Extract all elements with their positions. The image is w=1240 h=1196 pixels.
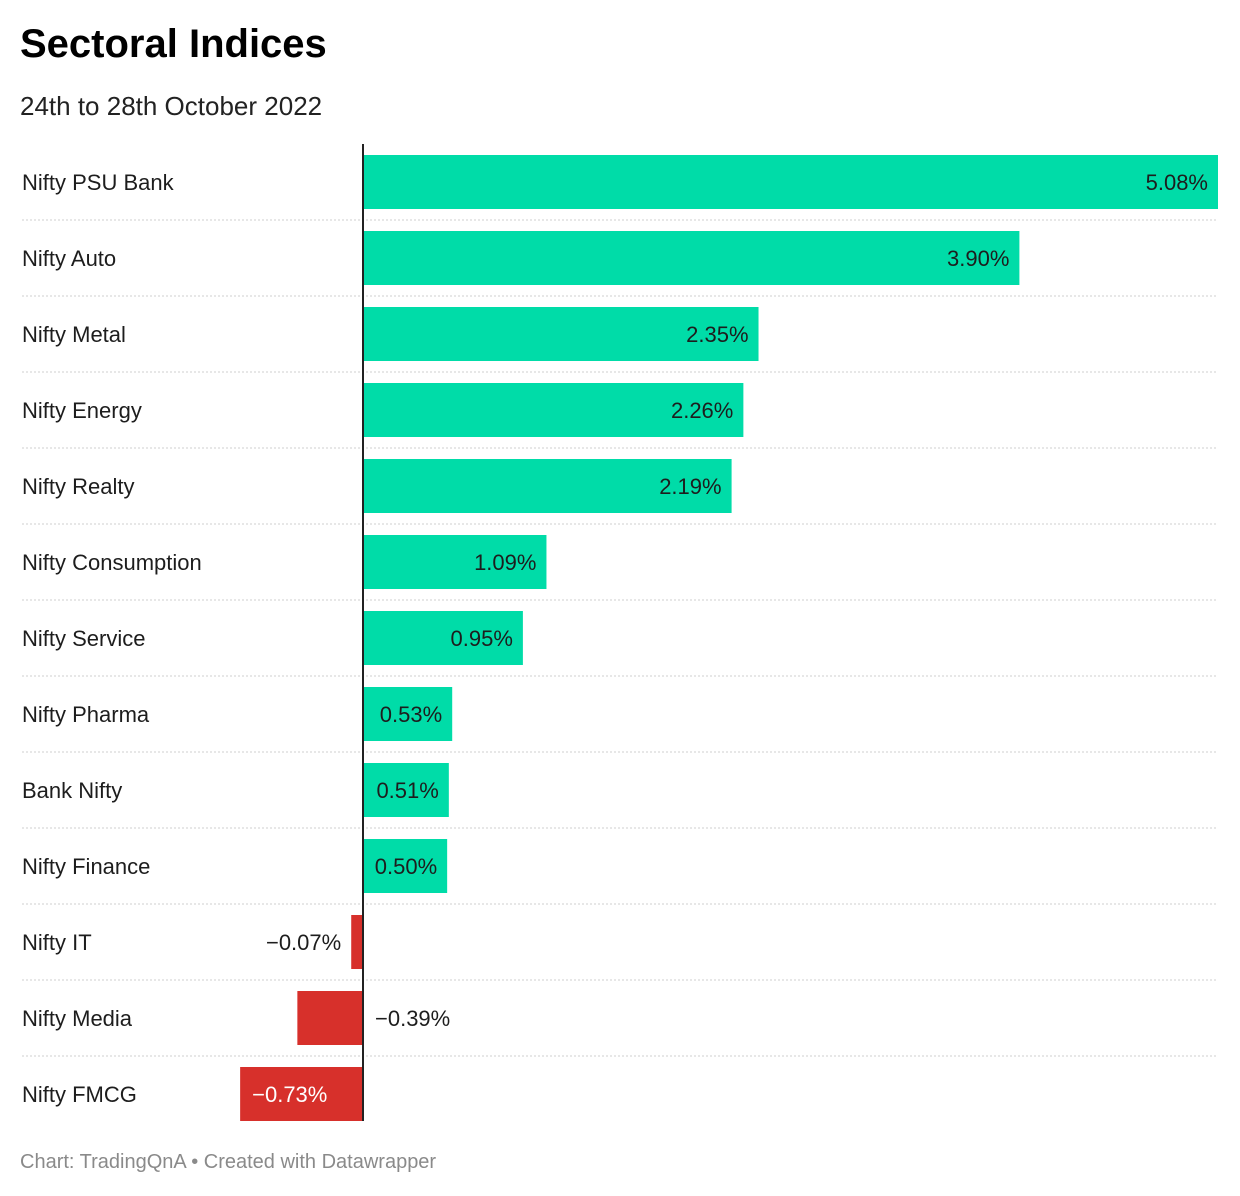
bar	[351, 915, 363, 969]
category-label: Nifty Realty	[22, 474, 134, 499]
bar	[363, 231, 1020, 285]
value-label: 1.09%	[474, 550, 536, 575]
value-label: 5.08%	[1146, 170, 1208, 195]
value-label: −0.07%	[266, 930, 341, 955]
value-label: 3.90%	[947, 246, 1009, 271]
category-label: Nifty IT	[22, 930, 92, 955]
category-label: Nifty Pharma	[22, 702, 150, 727]
category-label: Nifty Consumption	[22, 550, 202, 575]
bar	[240, 1067, 363, 1121]
bar	[363, 687, 453, 741]
chart-footer: Chart: TradingQnA • Created with Datawra…	[20, 1151, 437, 1173]
value-label: 2.19%	[659, 474, 721, 499]
category-label: Nifty FMCG	[22, 1082, 137, 1107]
bar	[363, 535, 547, 589]
value-label: 0.53%	[380, 702, 442, 727]
bar	[297, 991, 363, 1045]
value-label: 2.35%	[686, 322, 748, 347]
value-label: 2.26%	[671, 398, 733, 423]
category-label: Bank Nifty	[22, 778, 122, 803]
value-label: −0.73%	[252, 1082, 327, 1107]
category-label: Nifty Service	[22, 626, 145, 651]
bar	[363, 383, 744, 437]
category-label: Nifty Finance	[22, 854, 150, 879]
category-label: Nifty Media	[22, 1006, 133, 1031]
category-label: Nifty PSU Bank	[22, 170, 175, 195]
bar	[363, 839, 448, 893]
value-label: 0.51%	[376, 778, 438, 803]
value-label: 0.95%	[451, 626, 513, 651]
category-label: Nifty Energy	[22, 398, 142, 423]
value-label: −0.39%	[375, 1006, 450, 1031]
bar	[363, 763, 449, 817]
value-label: 0.50%	[375, 854, 437, 879]
bar	[363, 459, 732, 513]
category-label: Nifty Metal	[22, 322, 126, 347]
bar	[363, 611, 523, 665]
bar	[363, 155, 1218, 209]
chart-subtitle: 24th to 28th October 2022	[20, 91, 323, 121]
chart-title: Sectoral Indices	[20, 22, 327, 66]
category-label: Nifty Auto	[22, 246, 116, 271]
bar	[363, 307, 759, 361]
